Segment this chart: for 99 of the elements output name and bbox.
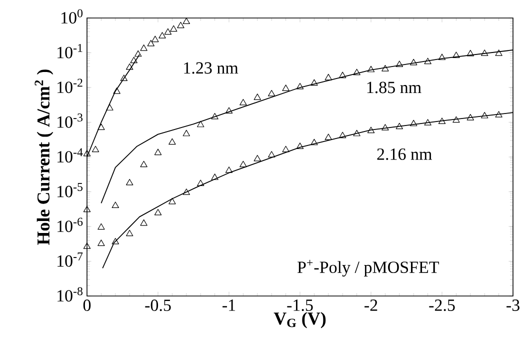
point — [481, 112, 488, 118]
point — [197, 120, 204, 128]
point — [296, 82, 304, 90]
point — [367, 126, 375, 134]
point — [410, 120, 418, 126]
point — [495, 111, 502, 118]
point — [92, 146, 100, 152]
x-axis-title: V$_{G}$ (V) — [274, 312, 326, 328]
point — [152, 36, 159, 42]
annotation: P$^{+}$-Poly / pMOSFET — [297, 260, 439, 277]
point — [140, 160, 148, 168]
point — [310, 79, 318, 86]
y-axis-title: Hole Current ( A/cm$^{2}$ ) — [34, 70, 54, 245]
point — [466, 50, 474, 56]
point — [481, 50, 488, 56]
point — [168, 198, 176, 204]
point — [113, 88, 120, 94]
point — [268, 90, 276, 96]
point — [126, 178, 134, 186]
point — [140, 219, 148, 226]
point — [140, 44, 148, 51]
point — [130, 56, 138, 64]
y-tick-label: 10$^{-6}$ — [58, 218, 83, 232]
point — [177, 22, 184, 28]
y-tick-label: 10$^{-2}$ — [58, 78, 82, 94]
point — [158, 32, 166, 38]
x-tick-label: -2.5 — [429, 300, 455, 312]
point — [83, 242, 91, 249]
point — [154, 148, 162, 156]
point — [282, 84, 290, 91]
point — [353, 130, 360, 136]
point — [324, 74, 332, 80]
point — [424, 58, 432, 64]
x-tick-label: -0.5 — [145, 300, 171, 312]
x-tick-label: -2 — [364, 300, 378, 311]
point — [452, 116, 460, 123]
y-tick-label: 10$^{-5}$ — [58, 183, 83, 198]
annotation: 2.16 nm — [377, 148, 432, 160]
point — [296, 142, 304, 149]
point — [382, 65, 389, 72]
point — [126, 63, 134, 70]
point — [254, 154, 261, 162]
x-tick-label: -1 — [222, 300, 236, 311]
point — [164, 28, 172, 35]
point — [182, 18, 190, 24]
point — [112, 238, 119, 244]
point — [339, 132, 346, 138]
point — [112, 202, 119, 208]
point — [438, 118, 446, 124]
point — [282, 146, 290, 152]
x-tick-label: -1.5 — [287, 300, 313, 311]
point — [120, 74, 128, 81]
point — [211, 112, 218, 120]
point — [182, 188, 190, 195]
point — [240, 160, 247, 168]
point — [182, 130, 190, 136]
y-tick-label: 10$^{-4}$ — [58, 148, 83, 163]
y-tick-label: 10$^{0}$ — [62, 9, 83, 24]
point — [126, 230, 134, 236]
point — [410, 58, 418, 66]
point — [396, 60, 403, 67]
x-tick-label: -3 — [506, 300, 520, 311]
point — [98, 124, 105, 130]
point — [268, 151, 276, 158]
point — [396, 122, 403, 130]
y-tick-label: 10$^{-3}$ — [58, 113, 83, 128]
point — [324, 134, 332, 140]
point — [197, 180, 204, 186]
point — [438, 54, 446, 60]
x-tick-label: 0 — [83, 300, 91, 312]
point — [170, 25, 178, 32]
point — [466, 114, 474, 120]
point — [353, 68, 360, 76]
point — [339, 72, 346, 78]
point — [452, 52, 460, 58]
point — [134, 50, 142, 57]
point — [83, 150, 91, 156]
point — [367, 66, 375, 72]
y-tick-label: 10$^{-7}$ — [58, 252, 83, 267]
y-tick-label: 10$^{-1}$ — [58, 44, 82, 58]
y-tick-label: 10$^{-8}$ — [58, 287, 83, 302]
point — [310, 138, 318, 146]
point — [83, 206, 91, 212]
point — [147, 40, 154, 46]
point — [240, 98, 247, 106]
point — [211, 174, 218, 180]
point — [254, 94, 261, 100]
point — [495, 50, 502, 56]
point — [154, 208, 162, 216]
point — [424, 119, 432, 126]
point — [382, 124, 389, 130]
point — [225, 166, 233, 173]
point — [98, 240, 105, 246]
point — [106, 104, 114, 110]
point — [98, 223, 105, 230]
annotation: 1.23 nm — [184, 62, 238, 74]
annotation: 1.85 nm — [367, 82, 422, 94]
point — [225, 107, 233, 114]
point — [168, 138, 176, 145]
